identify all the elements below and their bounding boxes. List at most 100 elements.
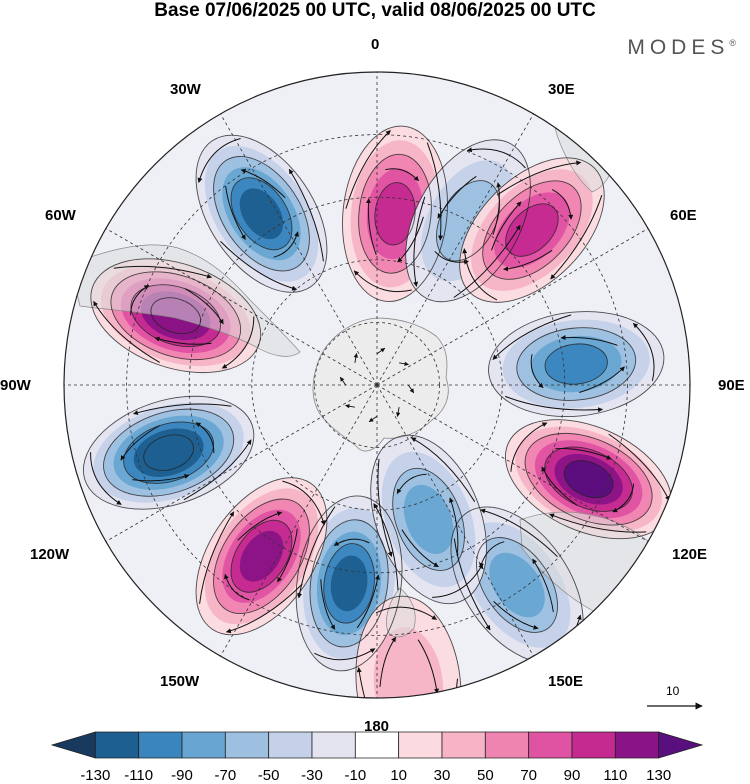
contour-line — [230, 519, 293, 593]
colorbar-tick-label: -90 — [171, 767, 193, 784]
streamline — [549, 513, 647, 533]
colorbar-tick-label: -110 — [124, 767, 154, 784]
streamline — [297, 506, 336, 599]
meridian-line — [376, 384, 534, 657]
lon-label-120e: 120E — [672, 546, 708, 563]
contour-line — [505, 203, 559, 257]
polar-wind-arrow — [376, 347, 386, 355]
streamline — [401, 529, 439, 568]
colorbar-tick-label: -30 — [301, 767, 323, 784]
streamline — [221, 316, 255, 369]
contour-line — [524, 432, 653, 526]
streamline — [225, 186, 246, 240]
colorbar-segment — [94, 731, 140, 759]
streamline — [551, 189, 574, 220]
streamline — [113, 265, 212, 279]
streamline — [496, 160, 582, 196]
contour-line — [130, 284, 222, 348]
streamline — [356, 574, 380, 629]
streamline — [413, 196, 426, 287]
streamline — [426, 142, 444, 241]
streamline — [608, 433, 670, 502]
colorbar-segment — [50, 731, 96, 759]
registered-mark: ® — [729, 38, 736, 48]
lon-label-180: 180 — [364, 718, 390, 735]
anomaly-cell-2 — [83, 396, 254, 510]
colorbar-segment — [484, 731, 530, 759]
colorbar-segment — [181, 731, 226, 759]
streamline — [365, 198, 377, 256]
brand-name: MODES — [627, 36, 730, 59]
meridian-line — [220, 384, 378, 657]
lon-label-90w: 90W — [0, 377, 31, 394]
streamline — [282, 480, 326, 526]
polar-wind-arrow — [395, 407, 401, 417]
streamline — [555, 448, 612, 460]
colorbar-tick-label: -70 — [214, 767, 237, 784]
polar-wind-arrow — [353, 353, 359, 363]
colorbar-tick-label: 10 — [390, 767, 407, 784]
streamline — [462, 248, 498, 301]
polar-wind-arrow — [407, 384, 415, 394]
streamline — [480, 508, 558, 558]
contour-lines — [82, 125, 673, 698]
new-zealand-land — [386, 587, 416, 638]
streamline — [277, 528, 298, 583]
lon-label-60e: 60E — [670, 207, 697, 224]
streamline — [199, 511, 235, 604]
vector-reference-arrow — [647, 702, 703, 710]
streamline — [195, 422, 215, 454]
streamline — [240, 168, 286, 199]
contour-line — [230, 177, 293, 251]
colorbar-segment — [354, 731, 400, 759]
streamline — [273, 231, 299, 258]
contour-line — [213, 498, 310, 614]
map-border — [63, 71, 691, 699]
colorbar-segment — [311, 731, 356, 759]
streamline — [353, 270, 412, 293]
streamline — [434, 250, 469, 265]
antarctica-land — [312, 317, 449, 452]
streamline — [541, 466, 578, 506]
colorbar-segment — [398, 731, 443, 759]
streamline — [356, 667, 393, 698]
streamline — [550, 195, 603, 280]
streamline — [184, 288, 224, 325]
streamline — [453, 224, 521, 298]
streamline — [385, 168, 419, 182]
streamline — [93, 300, 160, 363]
streamline — [133, 403, 232, 416]
contour-line — [213, 156, 310, 272]
streamline — [491, 201, 522, 251]
contour-line — [342, 125, 448, 302]
colorbar-tick-label: 50 — [476, 767, 494, 784]
streamline — [345, 130, 391, 209]
streamline — [288, 168, 324, 262]
contour-line — [370, 434, 487, 605]
contour-line — [459, 157, 605, 303]
streamline — [612, 483, 635, 513]
streamline — [449, 497, 459, 555]
colorbar-segment — [528, 731, 573, 759]
contour-line — [405, 139, 531, 303]
streamline — [220, 241, 298, 291]
anomaly-cell-7 — [459, 157, 605, 303]
polar-map — [63, 71, 691, 699]
colorbar-tick-label: 110 — [603, 767, 628, 784]
streamline — [197, 138, 241, 183]
colorbar — [50, 731, 704, 759]
polar-wind-arrow — [339, 376, 347, 386]
contour-line — [150, 297, 202, 335]
streamline — [396, 473, 427, 495]
contour-line — [82, 395, 255, 510]
streamline — [373, 503, 399, 591]
streamline — [410, 437, 476, 502]
streamline — [379, 636, 397, 687]
lon-label-150e: 150E — [548, 673, 584, 690]
contour-line — [110, 271, 242, 361]
contour-line — [482, 180, 582, 280]
colorbar-segment — [614, 731, 660, 759]
streamline — [154, 336, 212, 345]
polar-wind-arrow — [345, 403, 355, 409]
streamline — [130, 284, 150, 316]
